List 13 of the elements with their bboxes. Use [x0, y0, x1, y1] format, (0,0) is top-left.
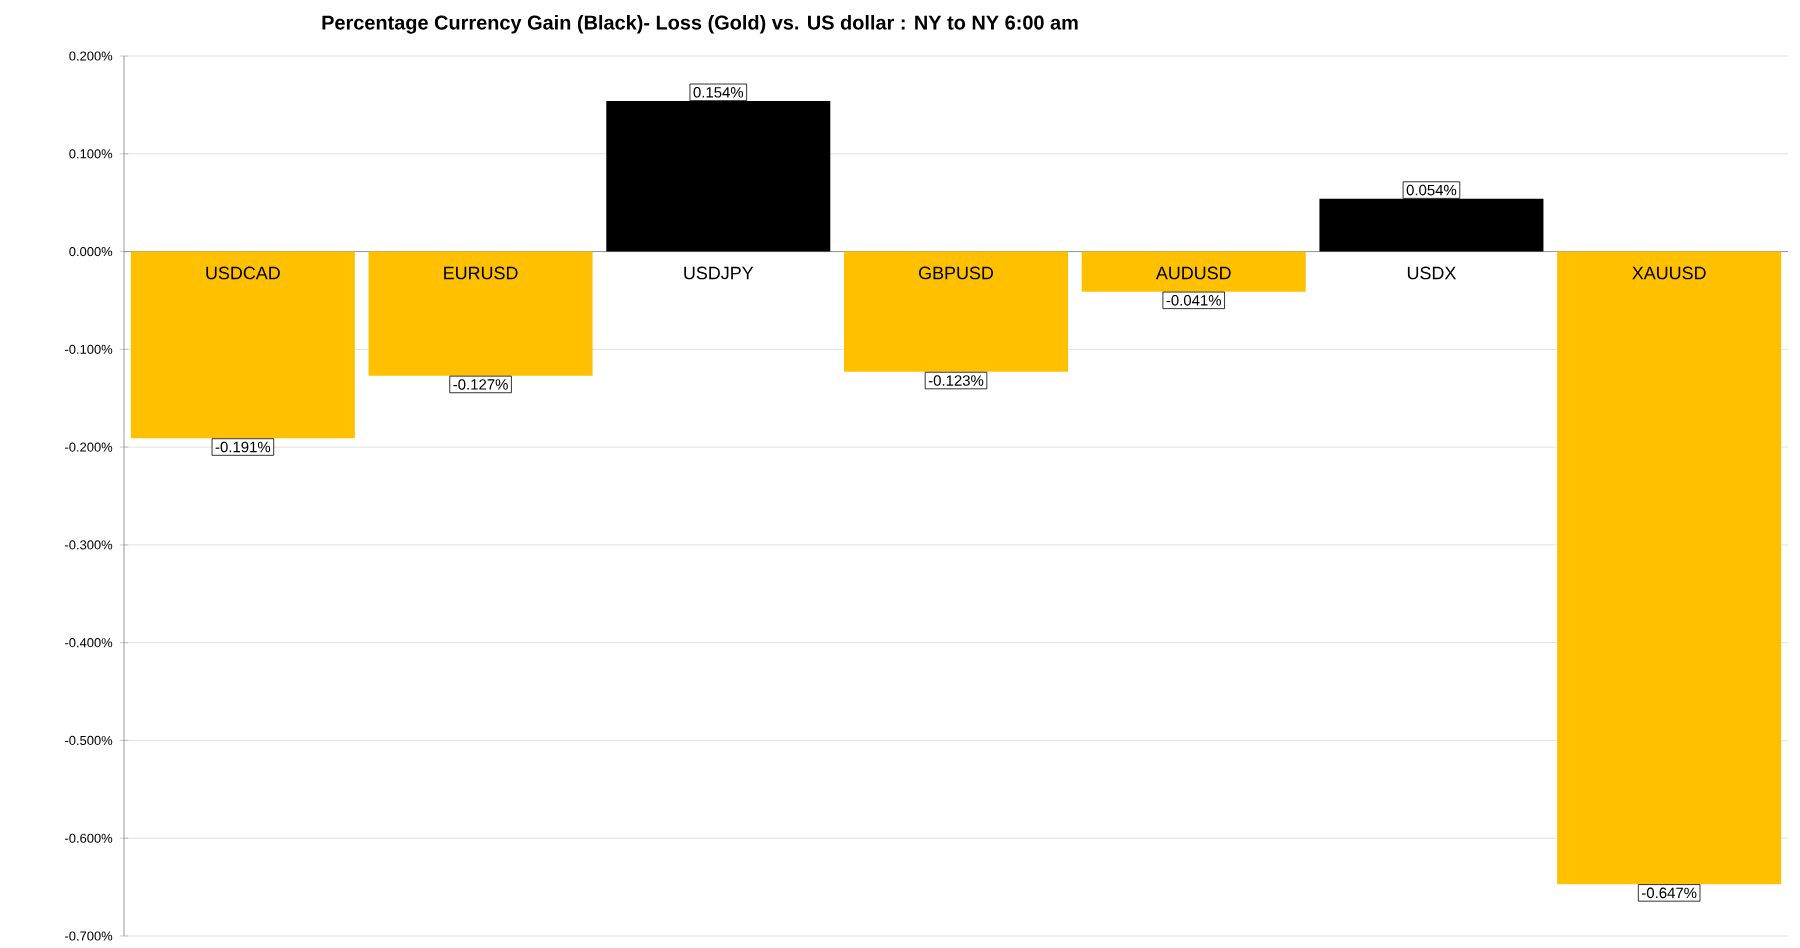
x-tick-label: EURUSD — [444, 266, 518, 280]
bar — [844, 251, 1069, 372]
x-tick-label: GBPUSD — [919, 266, 994, 280]
chart-title: Percentage Currency Gain (Black)- Loss (Gold) vs. US dollar : NY to NY 6:00 am — [322, 15, 1078, 34]
bar — [130, 251, 355, 439]
x-tick-label: AUDUSD — [1155, 266, 1231, 280]
x-tick-label: USDX — [1407, 266, 1456, 280]
x-tick-label: XAUUSD — [1632, 266, 1706, 280]
x-tick-label: USDCAD — [206, 266, 280, 280]
bar — [368, 251, 593, 376]
bar — [1081, 251, 1306, 292]
x-tick-label: USDJPY — [684, 266, 754, 280]
bar — [1557, 251, 1782, 885]
